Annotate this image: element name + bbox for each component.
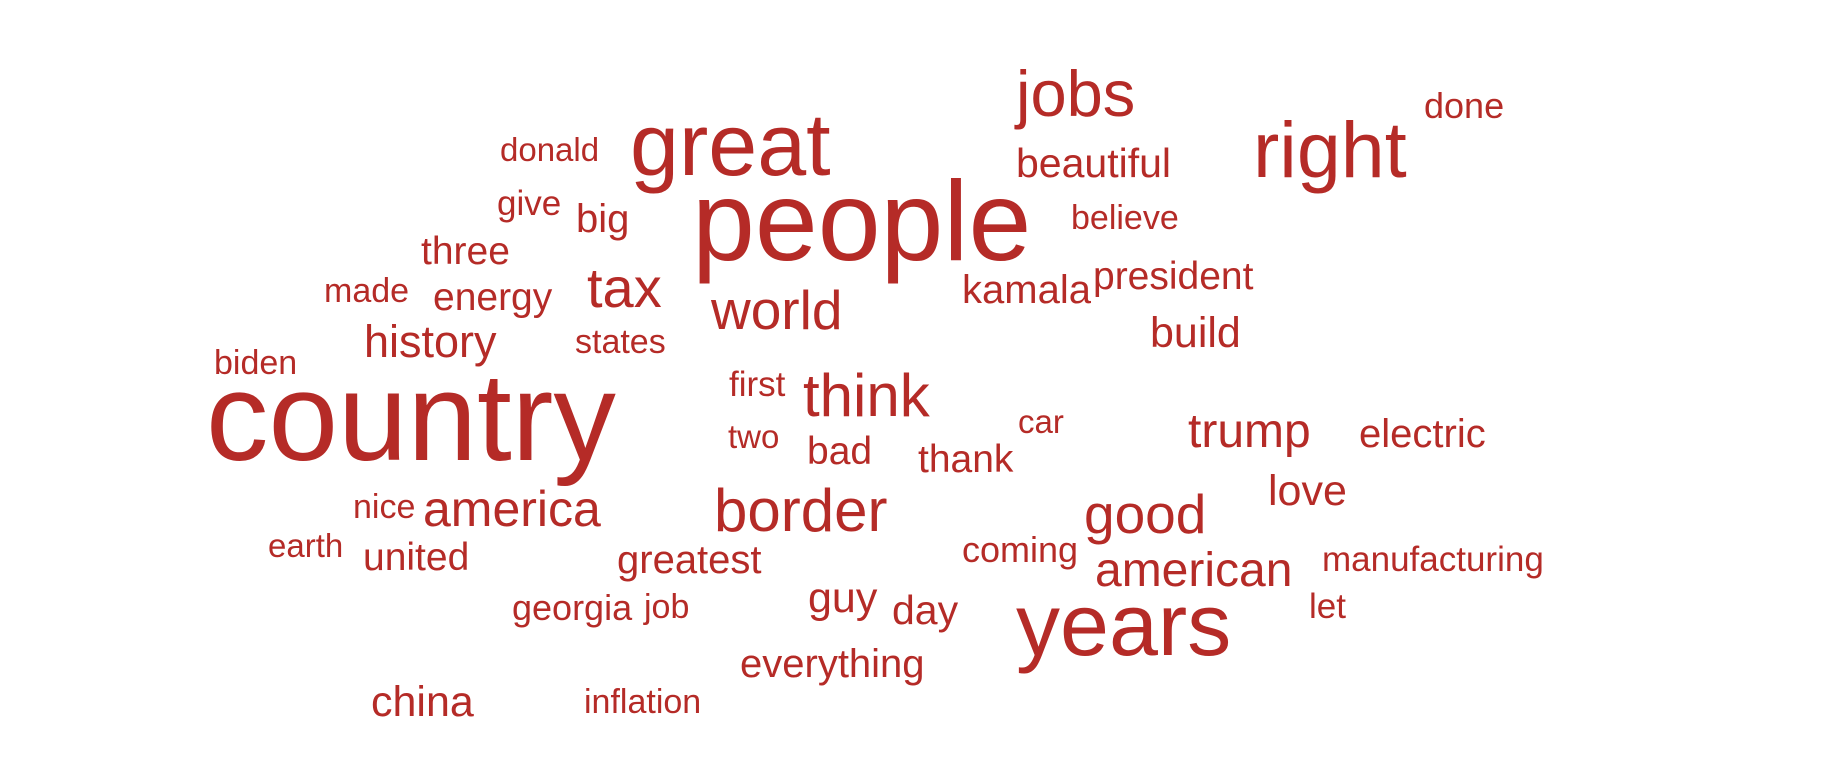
cloud-word-two: two	[728, 418, 779, 455]
cloud-word-give: give	[497, 184, 561, 223]
cloud-word-think: think	[803, 362, 931, 429]
cloud-word-let: let	[1309, 587, 1346, 626]
cloud-word-everything: everything	[740, 642, 925, 686]
cloud-word-electric: electric	[1359, 412, 1486, 456]
cloud-word-america: america	[423, 481, 601, 537]
cloud-word-china: china	[371, 678, 474, 726]
cloud-word-right: right	[1253, 105, 1407, 194]
cloud-word-job: job	[643, 588, 689, 626]
cloud-word-car: car	[1018, 403, 1064, 440]
cloud-word-united: united	[363, 536, 469, 579]
cloud-word-american: american	[1095, 544, 1292, 597]
cloud-word-trump: trump	[1188, 405, 1311, 458]
cloud-word-earth: earth	[268, 527, 343, 564]
cloud-word-kamala: kamala	[962, 268, 1092, 312]
cloud-word-three: three	[421, 230, 510, 273]
cloud-word-years: years	[1016, 575, 1231, 674]
cloud-word-georgia: georgia	[512, 587, 633, 628]
cloud-word-day: day	[892, 587, 959, 633]
cloud-word-believe: believe	[1071, 199, 1179, 237]
cloud-word-first: first	[729, 365, 786, 404]
cloud-word-build: build	[1150, 309, 1241, 357]
cloud-word-energy: energy	[433, 276, 553, 319]
cloud-word-tax: tax	[587, 256, 662, 319]
cloud-word-manufacturing: manufacturing	[1322, 540, 1544, 579]
cloud-word-nice: nice	[353, 488, 415, 526]
cloud-word-inflation: inflation	[584, 683, 701, 721]
cloud-word-border: border	[714, 477, 887, 544]
cloud-word-world: world	[710, 279, 842, 341]
cloud-word-coming: coming	[962, 529, 1078, 570]
cloud-word-people: people	[692, 158, 1031, 284]
cloud-word-made: made	[324, 272, 409, 310]
cloud-word-greatest: greatest	[617, 538, 762, 582]
cloud-word-beautiful: beautiful	[1016, 140, 1171, 186]
cloud-word-guy: guy	[808, 574, 878, 622]
cloud-word-jobs: jobs	[1014, 57, 1135, 130]
cloud-word-biden: biden	[214, 344, 297, 382]
cloud-word-love: love	[1268, 467, 1347, 515]
cloud-word-country: country	[206, 348, 616, 487]
cloud-word-states: states	[575, 323, 666, 361]
cloud-word-good: good	[1084, 483, 1206, 545]
cloud-word-history: history	[364, 316, 497, 367]
cloud-word-donald: donald	[500, 131, 599, 168]
cloud-word-thank: thank	[918, 438, 1014, 481]
cloud-word-bad: bad	[807, 430, 872, 473]
cloud-word-big: big	[576, 197, 629, 241]
cloud-word-great: great	[630, 95, 831, 194]
cloud-word-done: done	[1424, 85, 1504, 126]
cloud-word-president: president	[1093, 255, 1254, 298]
